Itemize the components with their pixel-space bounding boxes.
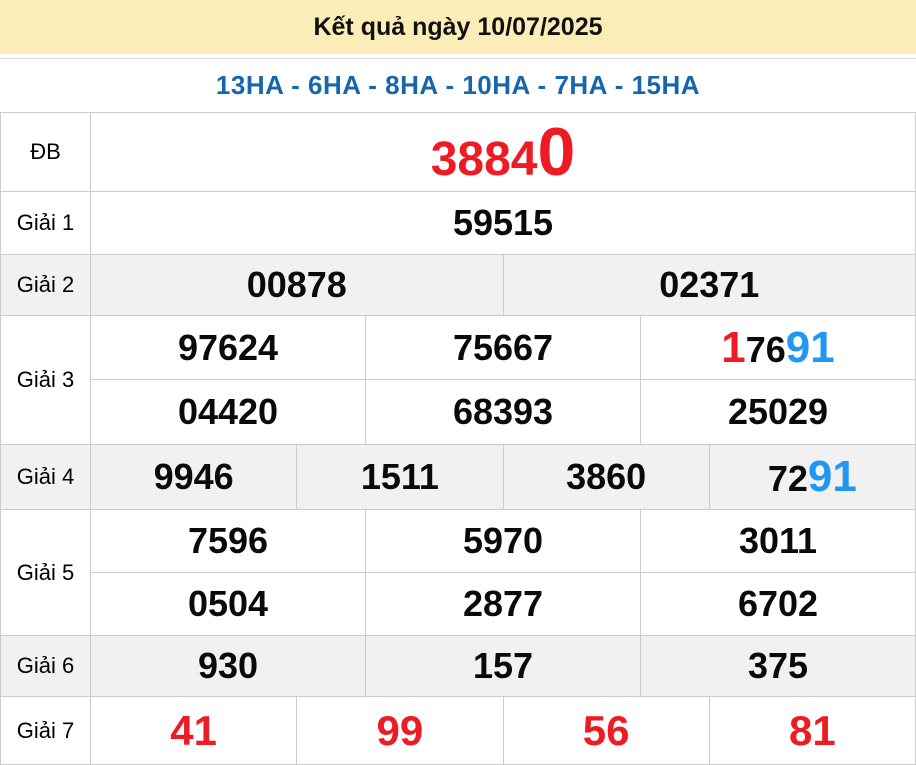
prize-label-3: Giải 3 [0,315,91,445]
prize-7-cell: 56 [502,696,710,765]
prize-number-red: 99 [376,706,424,754]
prize-number: 375 [747,645,809,686]
row-prize-3-b: 04420 68393 25029 [1,379,916,445]
prize-label-4: Giải 4 [0,444,91,510]
prize-label-6: Giải 6 [0,635,91,697]
prize-number-leading-digits: 72 [767,458,808,499]
prize-number-red: 81 [789,706,836,754]
prize-2-cell: 02371 [502,254,916,316]
prize-7-cell: 81 [708,696,916,765]
row-prize-6: Giải 6 930 157 375 [0,635,916,697]
row-prize-3-a: Giải 3 97624 75667 17691 [0,315,916,445]
prize-5-cell: 7596 [90,509,366,573]
prize-6-cell: 930 [90,635,366,697]
special-prize-main-digits: 3884 [430,133,538,186]
highlight-digits-blue: 91 [785,322,835,372]
prize-3-cell: 97624 [90,315,366,380]
prize-number: 59515 [452,202,554,243]
prize-number: 5970 [462,520,544,561]
highlight-digits-blue: 91 [807,452,857,501]
prize-label-db: ĐB [0,112,91,192]
row-prize-2: Giải 2 00878 02371 [0,254,916,316]
prize-6-cell: 375 [640,635,916,697]
special-prize-cell: 38840 [90,112,916,192]
prize-label-5: Giải 5 [0,509,91,636]
prize-number: 6702 [737,583,819,624]
prize-number: 7596 [187,520,269,561]
prize-5-cell: 5970 [365,509,641,573]
station-list: 13HA - 6HA - 8HA - 10HA - 7HA - 15HA [215,70,701,100]
prize-4-cell: 9946 [89,444,298,510]
highlight-digit-red: 1 [721,322,746,372]
prize-7-cell: 99 [296,696,504,765]
prize-label-2: Giải 2 [0,254,91,316]
prize-5-cell: 0504 [90,572,366,636]
prize-number-red: 41 [170,706,217,754]
row-prize-5-a: Giải 5 7596 5970 3011 [0,509,916,636]
station-list-bar: 13HA - 6HA - 8HA - 10HA - 7HA - 15HA [0,59,916,112]
prize-3-cell: 25029 [640,379,916,445]
prize-6-cell: 157 [365,635,641,697]
divider [0,58,916,59]
prize-number: 930 [197,645,259,686]
prize-4-cell: 3860 [502,444,710,510]
page-title: Kết quả ngày 10/07/2025 [313,12,603,41]
prize-3-cell: 04420 [90,379,366,445]
row-prize-7: Giải 7 41 99 56 81 [0,696,916,765]
prize-3-cell-highlighted: 17691 [640,315,916,380]
prize-label-7: Giải 7 [0,696,91,765]
result-date-header: Kết quả ngày 10/07/2025 [0,0,916,54]
prize-number: 3011 [738,520,818,561]
prize-5-cell: 3011 [640,509,916,573]
row-prize-1: Giải 1 59515 [0,191,916,255]
row-prize-4: Giải 4 9946 1511 3860 7291 [0,444,916,510]
prize-2-cell: 00878 [90,254,504,316]
prize-3-cell: 68393 [365,379,641,445]
prize-number-middle-digits: 76 [745,328,786,370]
row-prize-5-b: 0504 2877 6702 [1,572,916,636]
special-prize-highlight-digit: 0 [537,114,576,190]
prize-3-cell: 75667 [365,315,641,380]
prize-4-cell-highlighted: 7291 [708,444,916,510]
prize-number: 02371 [659,264,760,305]
prize-number: 157 [472,645,534,686]
lottery-results-table: ĐB 38840 Giải 1 59515 Giải 2 00878 02371… [0,112,916,765]
prize-number: 04420 [177,391,279,432]
prize-number: 00878 [246,264,347,305]
prize-5-cell: 2877 [365,572,641,636]
prize-7-cell: 41 [89,696,298,765]
prize-4-cell: 1511 [296,444,504,510]
prize-number: 97624 [177,326,279,368]
prize-5-cell: 6702 [640,572,916,636]
prize-number: 68393 [452,391,554,432]
row-special-prize: ĐB 38840 [0,112,916,192]
prize-number: 9946 [153,456,234,497]
prize-number: 3860 [566,456,647,497]
prize-number-red: 56 [582,706,630,754]
prize-1-cell: 59515 [90,191,916,255]
prize-number: 75667 [452,326,554,368]
prize-number: 0504 [187,583,269,624]
prize-number: 25029 [727,391,829,432]
prize-label-1: Giải 1 [0,191,91,255]
prize-number: 2877 [462,583,544,624]
prize-number: 1511 [360,456,439,497]
